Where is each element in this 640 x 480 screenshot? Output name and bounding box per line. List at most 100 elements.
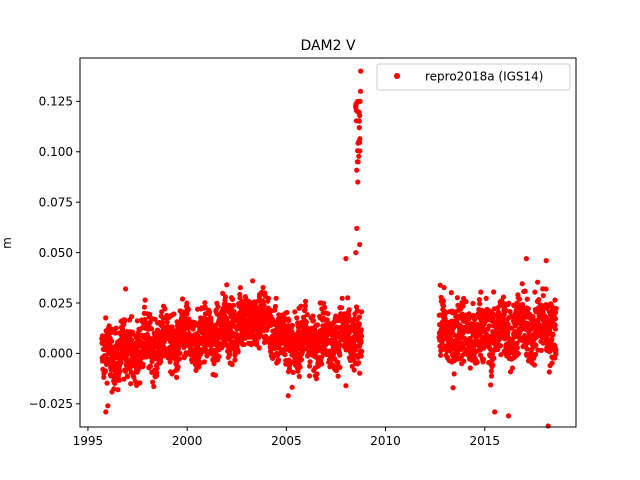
data-point: [311, 318, 317, 324]
data-point: [339, 295, 345, 301]
data-point: [173, 352, 179, 358]
data-point: [533, 342, 539, 348]
data-point: [553, 305, 559, 312]
data-point: [540, 293, 546, 299]
data-point: [119, 326, 126, 332]
data-point: [196, 364, 202, 370]
data-point: [505, 321, 511, 327]
y-tick-label: 0.125: [39, 95, 73, 109]
data-point: [357, 136, 363, 142]
data-point: [479, 340, 486, 346]
data-point: [224, 315, 230, 322]
data-point: [237, 285, 243, 291]
data-point: [298, 303, 304, 309]
data-point: [177, 350, 183, 356]
data-point: [266, 295, 272, 302]
data-point: [151, 383, 157, 390]
data-point: [536, 297, 542, 303]
data-point: [357, 370, 363, 376]
data-point: [339, 305, 345, 311]
data-point: [489, 351, 495, 357]
data-point: [535, 333, 541, 339]
data-point: [313, 376, 319, 382]
data-point: [356, 360, 362, 366]
data-point: [337, 352, 343, 358]
data-point: [478, 289, 484, 295]
data-point: [220, 290, 226, 296]
data-point: [354, 225, 360, 231]
data-point: [324, 317, 330, 323]
data-point: [438, 352, 444, 358]
data-point: [353, 118, 359, 124]
data-point: [128, 381, 134, 387]
data-point: [109, 338, 115, 344]
data-point: [552, 326, 559, 332]
data-point: [275, 357, 281, 363]
data-point: [282, 352, 288, 358]
data-point: [543, 286, 549, 292]
data-point: [164, 319, 170, 325]
data-point: [353, 107, 359, 113]
data-point: [353, 250, 359, 256]
data-point: [358, 68, 364, 74]
data-point: [179, 296, 186, 302]
data-point: [129, 314, 135, 320]
x-tick-label: 2005: [271, 434, 302, 448]
data-point: [515, 351, 521, 357]
data-point: [122, 317, 128, 323]
data-point: [297, 364, 303, 370]
data-point: [227, 349, 233, 355]
data-point: [486, 323, 492, 329]
data-point: [355, 179, 361, 185]
data-point: [552, 355, 558, 361]
data-point: [354, 159, 360, 165]
data-point: [154, 365, 160, 371]
data-point: [202, 304, 208, 310]
data-point: [552, 297, 558, 303]
data-point: [174, 374, 180, 380]
data-point: [488, 347, 494, 353]
data-point: [289, 322, 295, 328]
data-point: [514, 340, 520, 346]
data-point: [142, 297, 148, 303]
data-point: [319, 361, 325, 367]
data-point: [549, 360, 555, 366]
data-point: [307, 363, 313, 369]
data-point: [543, 258, 549, 264]
y-axis: −0.025 0.000 0.025 0.050 0.075 0.100 0.125: [29, 95, 80, 411]
data-point: [207, 309, 213, 315]
data-point: [302, 307, 308, 313]
data-point: [460, 303, 466, 309]
y-axis-label: m: [0, 237, 14, 249]
data-point: [501, 311, 507, 317]
x-tick-label: 2000: [172, 434, 203, 448]
data-point: [538, 347, 544, 353]
data-point: [461, 358, 467, 364]
data-point: [296, 373, 302, 380]
data-point: [285, 393, 291, 399]
data-point: [158, 355, 164, 361]
plot-frame: [79, 57, 577, 428]
data-point: [509, 365, 516, 371]
data-point: [476, 297, 482, 303]
data-point: [356, 125, 362, 131]
data-point: [141, 304, 148, 310]
data-point: [531, 362, 538, 368]
data-point: [147, 311, 153, 317]
y-tick-label: 0.000: [39, 347, 73, 361]
data-point: [132, 378, 138, 384]
data-point: [355, 148, 361, 154]
data-point: [488, 373, 495, 379]
data-point: [306, 373, 313, 379]
data-point: [315, 322, 321, 328]
data-point: [345, 295, 351, 301]
data-point: [358, 327, 364, 333]
data-point: [505, 329, 511, 335]
data-point: [500, 294, 507, 300]
data-point: [343, 256, 349, 262]
data-point: [550, 331, 556, 337]
data-point: [354, 167, 360, 173]
data-point: [357, 139, 363, 145]
data-point: [471, 312, 477, 319]
data-point: [488, 382, 494, 388]
